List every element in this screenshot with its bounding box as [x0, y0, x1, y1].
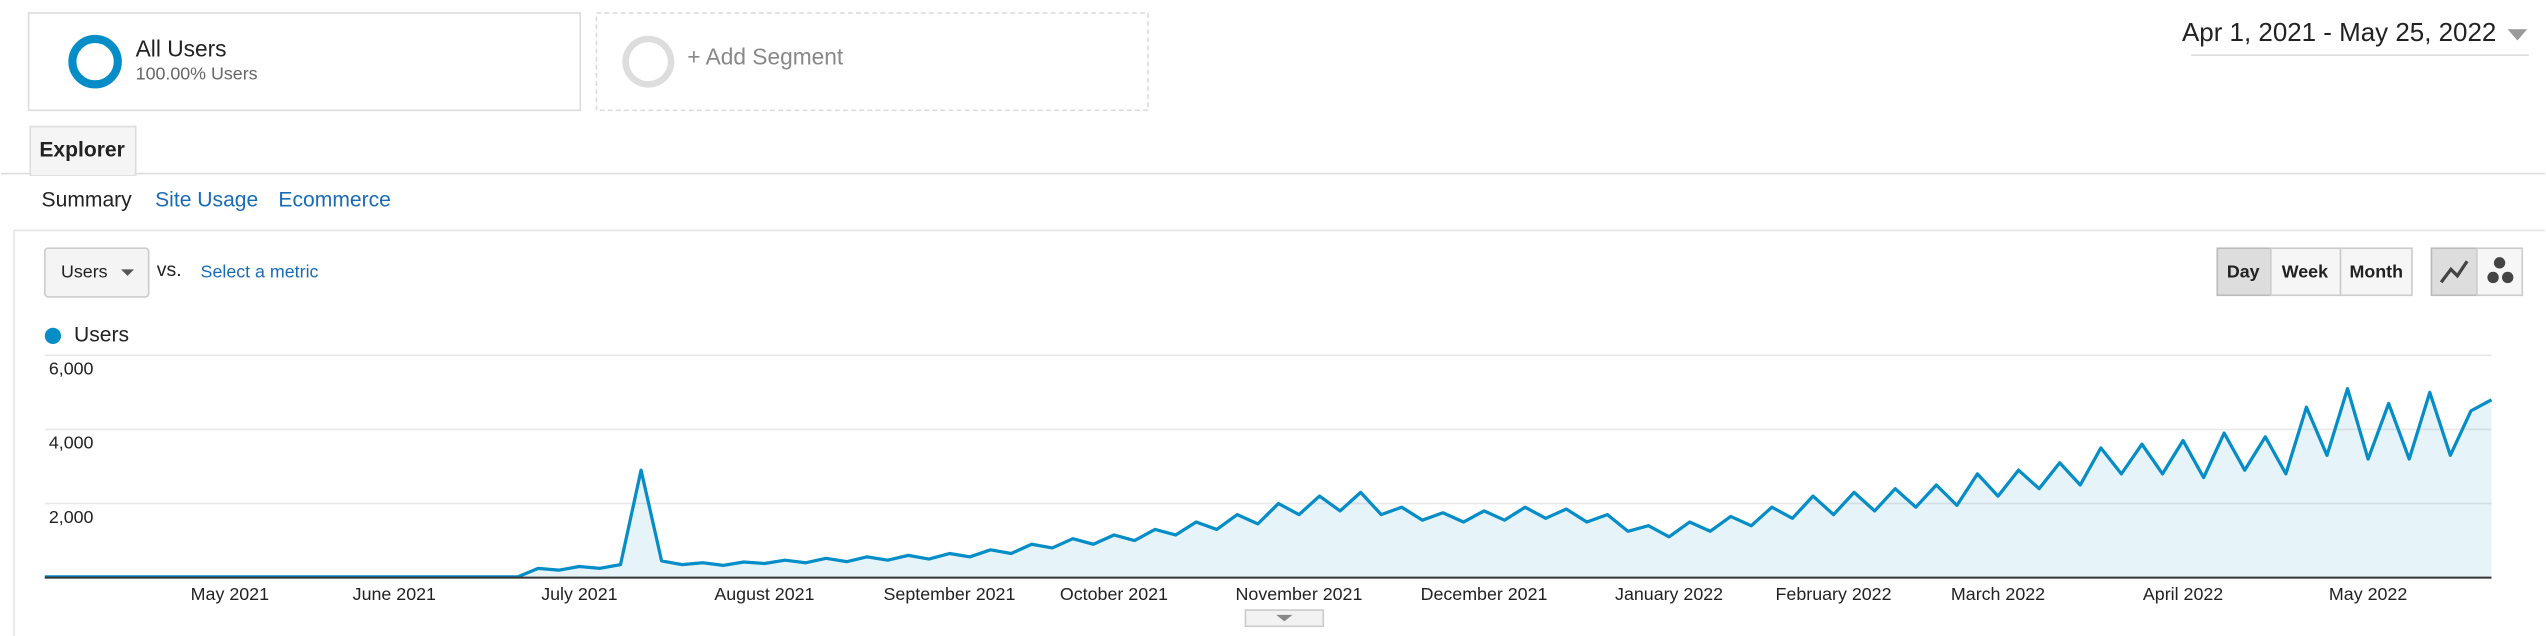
segment-name: All Users — [136, 35, 227, 61]
metric-label: Users — [61, 261, 108, 281]
metric-arrow — [121, 269, 135, 276]
add-segment[interactable]: + Add Segment — [687, 43, 844, 69]
granularity-label: Day — [2227, 261, 2260, 281]
x-tick-label: May 2022 — [2329, 584, 2407, 604]
plot-area: 2,000 4,000 6,000 May 2021 June 2021 July 202… — [44, 354, 2493, 604]
vs-label: vs. — [157, 259, 182, 281]
y-tick-label: 2,000 — [49, 507, 94, 527]
y-tick-label: 6,000 — [49, 359, 94, 379]
x-tick-label: July 2021 — [541, 584, 617, 604]
add-segment-icon — [622, 35, 675, 88]
date-range[interactable]: Apr 1, 2021 - May 25, 2022 — [2182, 19, 2496, 47]
subtab[interactable]: Summary — [42, 189, 133, 212]
x-tick-label: November 2021 — [1236, 584, 1363, 604]
x-tick-label: February 2022 — [1776, 584, 1892, 604]
add-segment-card[interactable] — [595, 12, 1149, 112]
x-tick-label: August 2021 — [714, 584, 814, 604]
x-tick-label: January 2022 — [1615, 584, 1723, 604]
metric-dropdown[interactable] — [43, 247, 150, 298]
granularity-label: Month — [2350, 261, 2403, 281]
x-tick-label: December 2021 — [1421, 584, 1548, 604]
legend-label: Users — [74, 323, 129, 346]
segment-detail: 100.00% Users — [136, 63, 258, 83]
legend-marker — [44, 327, 62, 344]
motion-chart-icon — [2487, 271, 2499, 284]
motion-chart-icon — [2502, 271, 2514, 284]
motion-chart-button[interactable] — [2476, 247, 2524, 297]
segment-icon — [68, 34, 122, 89]
line-chart-icon — [2439, 260, 2469, 284]
select-metric[interactable]: Select a metric — [201, 261, 319, 281]
motion-chart-icon — [2493, 257, 2506, 269]
x-tick-label: April 2022 — [2143, 584, 2223, 604]
resize-arrow — [1276, 614, 1293, 622]
granularity-label: Week — [2282, 261, 2328, 281]
x-tick-label: March 2022 — [1951, 584, 2045, 604]
x-tick-label: June 2021 — [353, 584, 436, 604]
tab-join — [31, 168, 135, 176]
granularity-button[interactable] — [2339, 247, 2413, 297]
x-tick-label: May 2021 — [191, 584, 269, 604]
area — [44, 388, 2492, 578]
x-tick-label: September 2021 — [884, 584, 1016, 604]
y-tick-label: 4,000 — [49, 433, 94, 453]
segment-card[interactable] — [27, 12, 582, 112]
tab-label: Explorer — [39, 138, 125, 161]
subtab[interactable]: Ecommerce — [278, 189, 390, 212]
date-dropdown-arrow[interactable] — [2507, 29, 2528, 41]
granularity-button[interactable] — [2216, 247, 2272, 297]
subtab[interactable]: Site Usage — [155, 189, 258, 212]
tab[interactable] — [29, 125, 137, 177]
x-tick-label: October 2021 — [1060, 584, 1168, 604]
